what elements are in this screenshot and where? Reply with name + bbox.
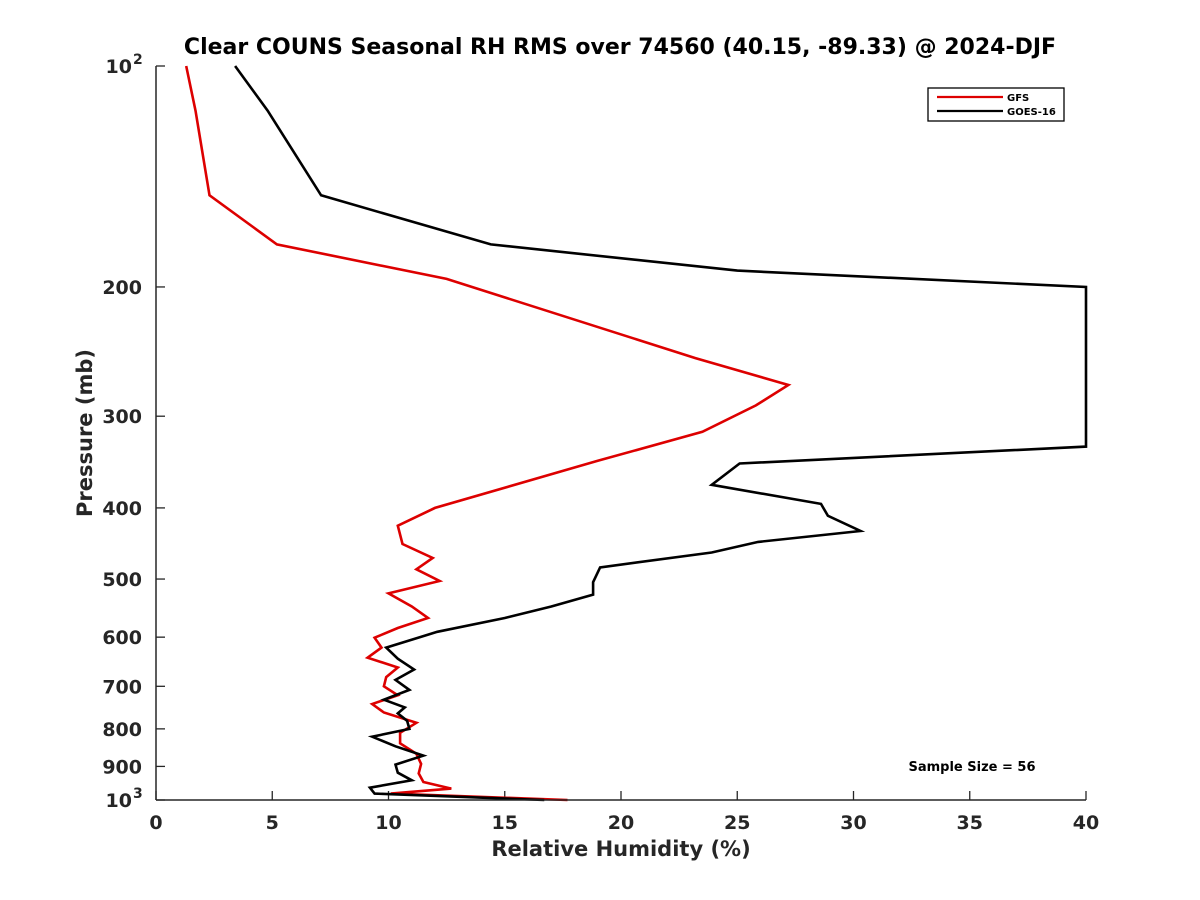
chart-title: Clear COUNS Seasonal RH RMS over 74560 (…: [184, 35, 1056, 60]
x-tick-label: 15: [492, 812, 518, 834]
x-tick-label: 5: [266, 812, 279, 834]
x-tick-label: 20: [608, 812, 634, 834]
y-tick-label: 500: [102, 569, 142, 591]
y-tick-exponent: 3: [133, 786, 143, 802]
series-lines: [184, 65, 1088, 802]
x-tick-label: 0: [149, 812, 162, 834]
x-tick-label: 30: [840, 812, 866, 834]
legend: GFS GOES-16: [927, 87, 1065, 122]
y-tick-label: 600: [102, 627, 142, 649]
y-tick-label: 700: [102, 676, 142, 698]
y-tick-label: 10: [106, 790, 132, 812]
y-tick-label: 800: [102, 719, 142, 741]
legend-label-gfs: GFS: [1007, 93, 1029, 104]
y-tick-label: 400: [102, 498, 142, 520]
x-tick-label: 40: [1073, 812, 1099, 834]
y-tick-label: 10: [106, 56, 132, 78]
x-axis-ticks: 0 5 10 15 20 25 30 35 40: [149, 791, 1099, 834]
x-axis-label: Relative Humidity (%): [491, 837, 750, 861]
x-tick-label: 35: [957, 812, 983, 834]
legend-box: [927, 87, 1065, 122]
x-tick-label: 25: [724, 812, 750, 834]
y-tick-label: 900: [102, 756, 142, 778]
y-tick-exponent: 2: [133, 52, 143, 68]
series-line-goes-16: [234, 65, 1088, 802]
x-tick-label: 10: [375, 812, 401, 834]
sample-size-annotation: Sample Size = 56: [908, 760, 1035, 775]
y-tick-label: 300: [102, 406, 142, 428]
y-tick-label: 200: [102, 277, 142, 299]
y-axis-label: Pressure (mb): [73, 349, 97, 517]
legend-label-goes-16: GOES-16: [1007, 107, 1056, 118]
